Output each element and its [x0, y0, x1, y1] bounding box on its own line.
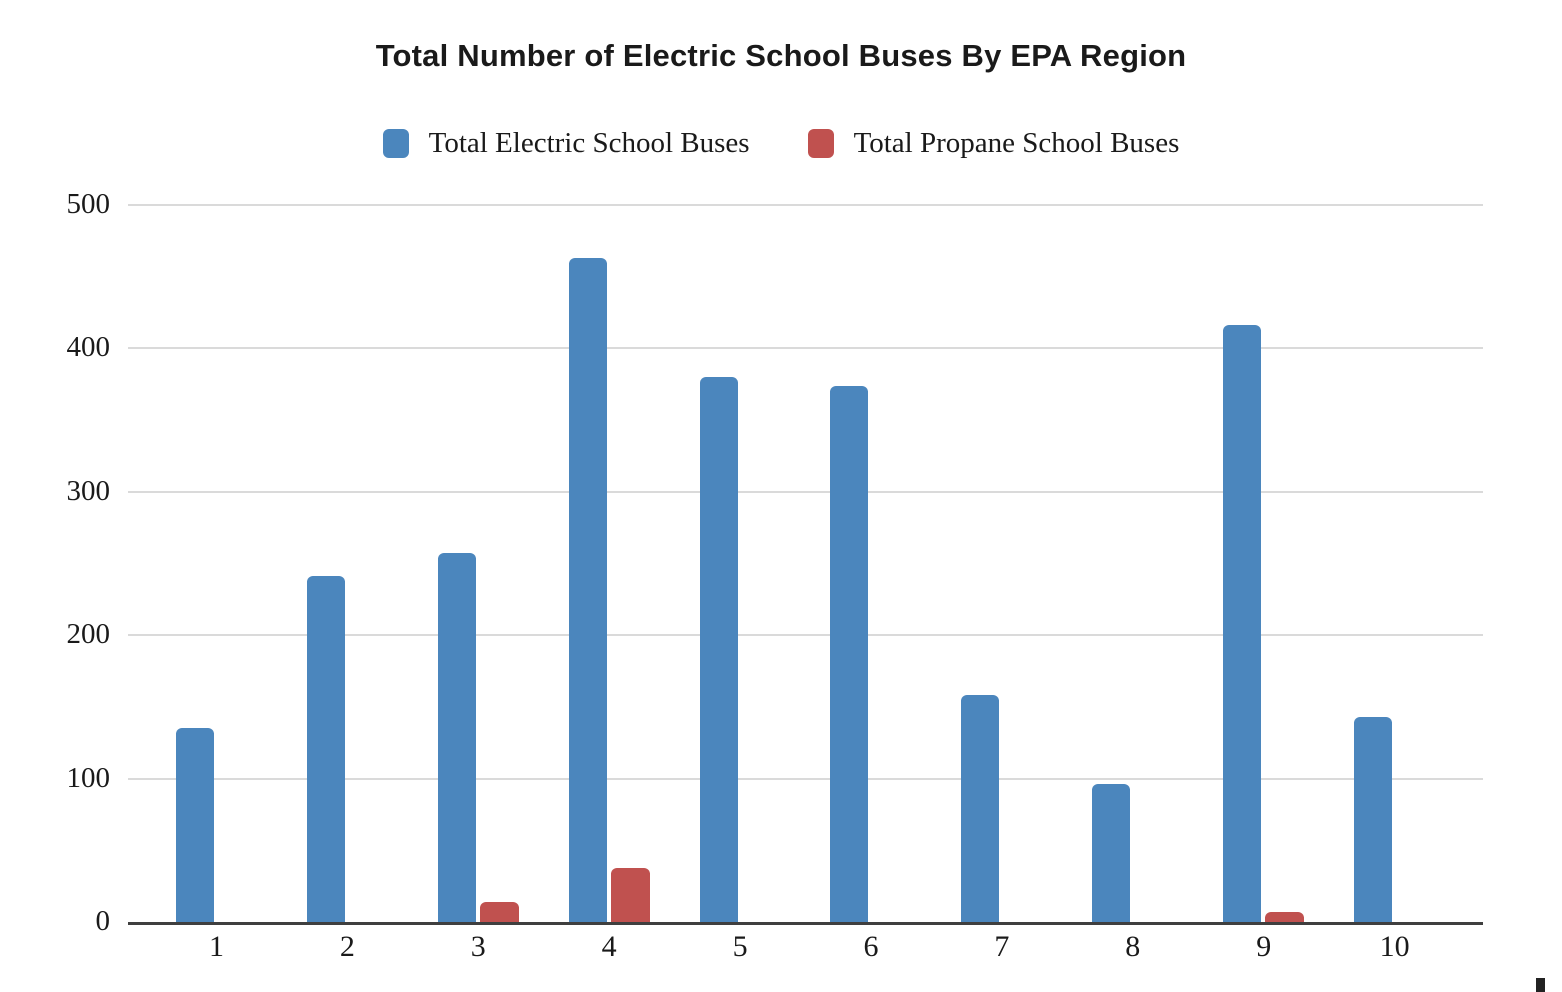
y-tick-label: 300	[66, 474, 111, 507]
bar-group-region-10	[1329, 205, 1460, 922]
x-tick-label: 8	[1125, 930, 1141, 963]
bar-group-region-6	[806, 205, 937, 922]
x-tick-label: 2	[339, 930, 355, 963]
legend-item-electric: Total Electric School Buses	[382, 127, 750, 160]
legend-swatch-propane-icon	[807, 129, 834, 158]
legend-item-propane: Total Propane School Buses	[807, 127, 1180, 160]
gridline	[128, 777, 1483, 780]
x-tick-label: 9	[1256, 930, 1272, 963]
bar-electric-region-3	[437, 553, 476, 922]
bar-group-region-7	[936, 205, 1067, 922]
x-axis: 1 2 3 4 5 6 7 8 9 10	[128, 930, 1483, 964]
bar-group-region-8	[1067, 205, 1198, 922]
bar-group-region-2	[282, 205, 413, 922]
x-tick-label: 10	[1379, 930, 1410, 963]
bar-electric-region-10	[1354, 716, 1393, 922]
plot-area	[128, 204, 1483, 925]
gridline	[128, 634, 1483, 637]
bar-group-region-3	[413, 205, 544, 922]
bar-electric-region-9	[1223, 325, 1262, 922]
y-axis: 0 100 200 300 400 500	[0, 188, 111, 937]
bar-group-region-9	[1198, 205, 1329, 922]
bar-electric-region-1	[175, 728, 214, 922]
x-tick-label: 4	[601, 930, 617, 963]
x-tick-label: 7	[994, 930, 1010, 963]
legend-swatch-electric-icon	[382, 129, 409, 158]
gridline	[128, 490, 1483, 493]
x-tick-label: 6	[863, 930, 879, 963]
gridline	[128, 204, 1483, 206]
bar-propane-region-9	[1265, 911, 1305, 922]
gridline	[128, 347, 1483, 350]
y-tick-label: 100	[66, 761, 111, 794]
y-tick-label: 500	[66, 187, 111, 220]
bar-electric-region-6	[830, 385, 869, 922]
y-tick-label: 0	[95, 904, 111, 937]
bar-propane-region-3	[479, 901, 519, 922]
bar-group-region-1	[151, 205, 282, 922]
y-tick-label: 400	[66, 331, 111, 364]
x-tick-label: 1	[208, 930, 224, 963]
bar-group-region-5	[675, 205, 806, 922]
legend: Total Electric School Buses Total Propan…	[0, 127, 1562, 160]
bar-group-region-4	[544, 205, 675, 922]
bar-electric-region-5	[699, 377, 738, 922]
legend-label-electric: Total Electric School Buses	[428, 127, 750, 159]
bar-electric-region-7	[961, 695, 1000, 922]
legend-label-propane: Total Propane School Buses	[853, 127, 1180, 159]
y-tick-label: 200	[66, 618, 111, 651]
bar-electric-region-8	[1092, 784, 1131, 922]
text-cursor-artifact	[1536, 978, 1545, 992]
x-tick-label: 3	[470, 930, 486, 963]
bar-propane-region-4	[610, 867, 650, 922]
x-tick-label: 5	[732, 930, 748, 963]
bar-electric-region-2	[306, 576, 345, 922]
bars-row	[128, 205, 1483, 922]
bar-electric-region-4	[568, 258, 607, 922]
chart-title: Total Number of Electric School Buses By…	[375, 38, 1187, 73]
